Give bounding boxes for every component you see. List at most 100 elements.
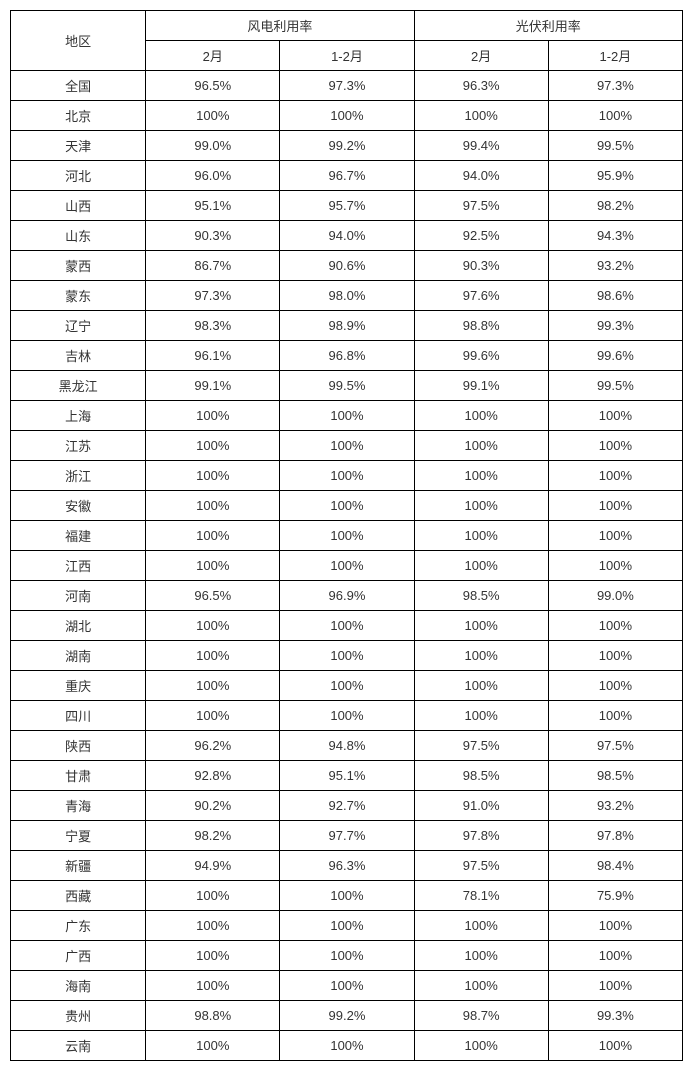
table-row: 广东100%100%100%100% xyxy=(11,911,683,941)
table-row: 福建100%100%100%100% xyxy=(11,521,683,551)
cell-region: 重庆 xyxy=(11,671,146,701)
cell-wind-jan-feb: 97.3% xyxy=(280,71,414,101)
cell-region: 黑龙江 xyxy=(11,371,146,401)
cell-wind-feb: 96.5% xyxy=(146,71,280,101)
cell-region: 蒙西 xyxy=(11,251,146,281)
cell-solar-feb: 100% xyxy=(414,551,548,581)
table-row: 重庆100%100%100%100% xyxy=(11,671,683,701)
table-row: 甘肃92.8%95.1%98.5%98.5% xyxy=(11,761,683,791)
cell-wind-feb: 99.1% xyxy=(146,371,280,401)
cell-solar-jan-feb: 99.3% xyxy=(548,311,682,341)
cell-wind-jan-feb: 94.0% xyxy=(280,221,414,251)
cell-region: 湖南 xyxy=(11,641,146,671)
cell-wind-jan-feb: 96.8% xyxy=(280,341,414,371)
cell-region: 贵州 xyxy=(11,1001,146,1031)
cell-region: 全国 xyxy=(11,71,146,101)
cell-solar-jan-feb: 100% xyxy=(548,491,682,521)
cell-solar-jan-feb: 95.9% xyxy=(548,161,682,191)
cell-region: 青海 xyxy=(11,791,146,821)
cell-solar-feb: 100% xyxy=(414,671,548,701)
cell-wind-jan-feb: 95.1% xyxy=(280,761,414,791)
cell-wind-feb: 96.5% xyxy=(146,581,280,611)
header-wind-jan-feb: 1-2月 xyxy=(280,41,414,71)
table-row: 海南100%100%100%100% xyxy=(11,971,683,1001)
cell-wind-jan-feb: 99.2% xyxy=(280,131,414,161)
header-solar-feb: 2月 xyxy=(414,41,548,71)
table-row: 河南96.5%96.9%98.5%99.0% xyxy=(11,581,683,611)
cell-wind-feb: 100% xyxy=(146,701,280,731)
cell-wind-feb: 98.3% xyxy=(146,311,280,341)
cell-wind-jan-feb: 100% xyxy=(280,461,414,491)
cell-solar-jan-feb: 100% xyxy=(548,431,682,461)
cell-region: 西藏 xyxy=(11,881,146,911)
cell-wind-feb: 96.0% xyxy=(146,161,280,191)
cell-wind-jan-feb: 96.7% xyxy=(280,161,414,191)
header-solar-group: 光伏利用率 xyxy=(414,11,682,41)
cell-solar-feb: 100% xyxy=(414,461,548,491)
cell-solar-feb: 97.8% xyxy=(414,821,548,851)
cell-solar-jan-feb: 100% xyxy=(548,101,682,131)
cell-wind-jan-feb: 94.8% xyxy=(280,731,414,761)
cell-region: 海南 xyxy=(11,971,146,1001)
cell-wind-feb: 100% xyxy=(146,461,280,491)
cell-region: 福建 xyxy=(11,521,146,551)
table-row: 江西100%100%100%100% xyxy=(11,551,683,581)
cell-solar-feb: 97.6% xyxy=(414,281,548,311)
cell-region: 山西 xyxy=(11,191,146,221)
cell-region: 广东 xyxy=(11,911,146,941)
cell-region: 上海 xyxy=(11,401,146,431)
cell-wind-jan-feb: 92.7% xyxy=(280,791,414,821)
cell-region: 河北 xyxy=(11,161,146,191)
cell-wind-jan-feb: 100% xyxy=(280,101,414,131)
header-wind-group: 风电利用率 xyxy=(146,11,414,41)
cell-wind-feb: 86.7% xyxy=(146,251,280,281)
cell-wind-feb: 96.1% xyxy=(146,341,280,371)
cell-solar-feb: 100% xyxy=(414,701,548,731)
cell-wind-feb: 95.1% xyxy=(146,191,280,221)
table-row: 黑龙江99.1%99.5%99.1%99.5% xyxy=(11,371,683,401)
cell-solar-feb: 97.5% xyxy=(414,191,548,221)
table-row: 吉林96.1%96.8%99.6%99.6% xyxy=(11,341,683,371)
table-row: 北京100%100%100%100% xyxy=(11,101,683,131)
cell-solar-feb: 91.0% xyxy=(414,791,548,821)
cell-region: 新疆 xyxy=(11,851,146,881)
cell-solar-jan-feb: 100% xyxy=(548,971,682,1001)
table-row: 安徽100%100%100%100% xyxy=(11,491,683,521)
table-row: 云南100%100%100%100% xyxy=(11,1031,683,1061)
cell-wind-jan-feb: 98.9% xyxy=(280,311,414,341)
cell-wind-feb: 100% xyxy=(146,551,280,581)
table-row: 青海90.2%92.7%91.0%93.2% xyxy=(11,791,683,821)
cell-solar-feb: 100% xyxy=(414,1031,548,1061)
cell-solar-jan-feb: 100% xyxy=(548,941,682,971)
table-row: 新疆94.9%96.3%97.5%98.4% xyxy=(11,851,683,881)
cell-solar-jan-feb: 100% xyxy=(548,521,682,551)
cell-solar-jan-feb: 93.2% xyxy=(548,791,682,821)
cell-solar-jan-feb: 93.2% xyxy=(548,251,682,281)
cell-wind-jan-feb: 100% xyxy=(280,971,414,1001)
cell-wind-feb: 100% xyxy=(146,491,280,521)
cell-solar-jan-feb: 75.9% xyxy=(548,881,682,911)
cell-solar-feb: 90.3% xyxy=(414,251,548,281)
cell-wind-feb: 90.3% xyxy=(146,221,280,251)
cell-region: 甘肃 xyxy=(11,761,146,791)
cell-solar-jan-feb: 98.4% xyxy=(548,851,682,881)
cell-solar-jan-feb: 100% xyxy=(548,551,682,581)
cell-wind-feb: 90.2% xyxy=(146,791,280,821)
cell-solar-feb: 97.5% xyxy=(414,851,548,881)
cell-solar-feb: 100% xyxy=(414,641,548,671)
cell-region: 湖北 xyxy=(11,611,146,641)
cell-solar-jan-feb: 97.3% xyxy=(548,71,682,101)
table-row: 西藏100%100%78.1%75.9% xyxy=(11,881,683,911)
cell-wind-feb: 100% xyxy=(146,671,280,701)
cell-wind-feb: 98.2% xyxy=(146,821,280,851)
cell-solar-jan-feb: 98.6% xyxy=(548,281,682,311)
table-row: 上海100%100%100%100% xyxy=(11,401,683,431)
cell-solar-jan-feb: 97.8% xyxy=(548,821,682,851)
cell-wind-feb: 100% xyxy=(146,101,280,131)
cell-solar-feb: 99.6% xyxy=(414,341,548,371)
cell-wind-feb: 100% xyxy=(146,941,280,971)
table-row: 湖南100%100%100%100% xyxy=(11,641,683,671)
table-row: 贵州98.8%99.2%98.7%99.3% xyxy=(11,1001,683,1031)
cell-wind-jan-feb: 100% xyxy=(280,491,414,521)
cell-solar-feb: 100% xyxy=(414,911,548,941)
